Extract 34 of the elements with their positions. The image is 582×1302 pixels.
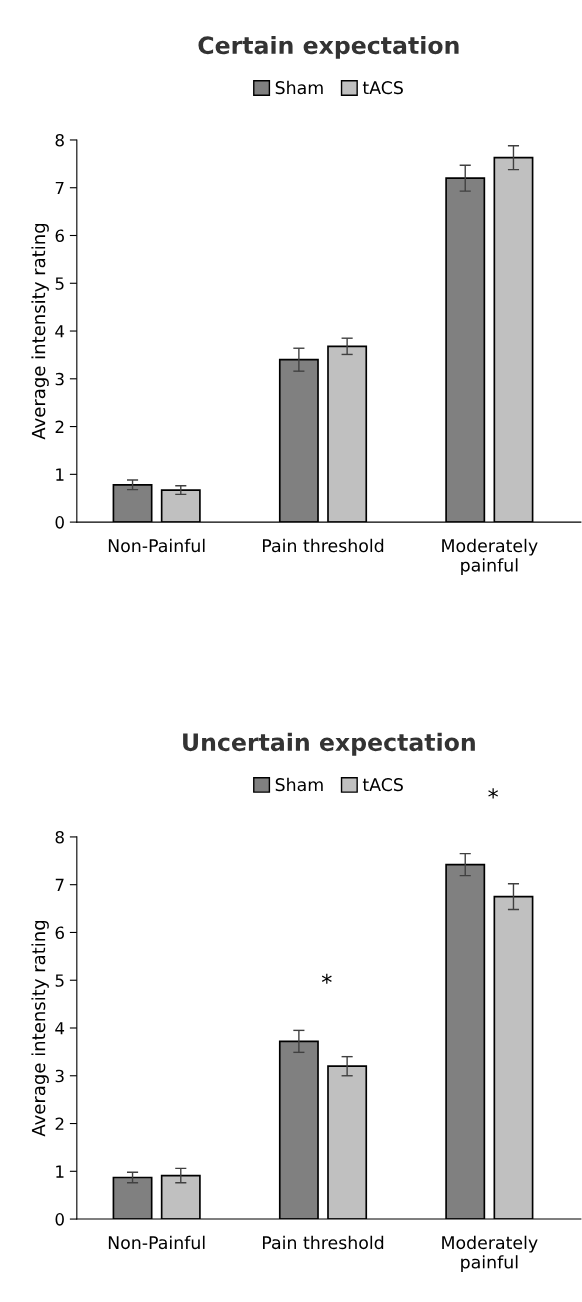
chart-title: Uncertain expectation (183, 732, 475, 756)
y-axis-title: Average intensity rating (31, 223, 49, 440)
y-tick-label: 0 (55, 1213, 64, 1226)
y-axis-title: Average intensity rating (31, 920, 49, 1137)
x-tick-label: Pain threshold (263, 538, 384, 553)
y-tick-label: 5 (55, 277, 64, 290)
annotation: * (321, 973, 332, 984)
text: * (488, 788, 499, 799)
y-tick-label: 6 (55, 229, 64, 243)
x-tick-label: Non-Painful (108, 1235, 205, 1250)
legend-label: tACS (362, 778, 403, 792)
x-tick-label: Moderately painful (442, 538, 538, 576)
legend-label: tACS (362, 81, 403, 95)
legend-label: Sham (275, 80, 323, 95)
chart-title: Certain expectation (198, 35, 459, 59)
y-tick-label: 3 (55, 372, 64, 386)
y-tick-label: 7 (55, 181, 64, 195)
legend-label: Sham (275, 777, 323, 792)
y-tick-label: 6 (55, 926, 64, 940)
y-tick-label: 4 (55, 1022, 65, 1035)
x-tick-label: Pain threshold (263, 1235, 384, 1250)
y-tick-label: 4 (55, 325, 65, 338)
y-tick-label: 2 (55, 1117, 64, 1130)
y-tick-label: 8 (55, 133, 64, 147)
y-tick-label: 0 (55, 516, 64, 529)
y-tick-label: 1 (56, 1165, 64, 1178)
y-tick-label: 1 (56, 468, 64, 481)
y-tick-label: 2 (55, 420, 64, 433)
y-tick-label: 3 (55, 1069, 64, 1083)
x-tick-label: Non-Painful (108, 538, 205, 553)
y-tick-label: 5 (55, 974, 64, 987)
x-tick-label: Moderately painful (442, 1235, 538, 1272)
y-tick-label: 7 (55, 878, 64, 892)
y-tick-label: 8 (55, 830, 64, 844)
